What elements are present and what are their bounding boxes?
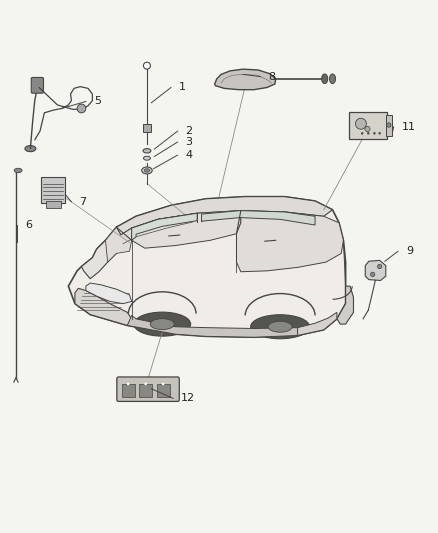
Polygon shape: [75, 288, 132, 326]
Ellipse shape: [321, 74, 328, 84]
Polygon shape: [297, 312, 337, 335]
Ellipse shape: [134, 312, 191, 336]
Ellipse shape: [145, 169, 150, 172]
Circle shape: [361, 132, 364, 135]
FancyBboxPatch shape: [41, 177, 65, 203]
Polygon shape: [117, 213, 197, 244]
Text: 8: 8: [268, 71, 276, 82]
Ellipse shape: [365, 126, 370, 132]
Polygon shape: [117, 197, 332, 235]
Ellipse shape: [143, 149, 151, 153]
Ellipse shape: [25, 146, 36, 152]
Polygon shape: [237, 211, 343, 272]
Polygon shape: [386, 115, 392, 135]
Text: 7: 7: [79, 197, 86, 207]
Polygon shape: [106, 227, 132, 262]
Ellipse shape: [14, 168, 22, 173]
Polygon shape: [132, 211, 241, 248]
Polygon shape: [201, 211, 315, 225]
Text: 5: 5: [94, 96, 101, 107]
FancyBboxPatch shape: [349, 111, 387, 139]
Circle shape: [373, 132, 376, 135]
Ellipse shape: [142, 167, 152, 174]
Circle shape: [145, 383, 147, 385]
Ellipse shape: [329, 74, 336, 84]
Polygon shape: [127, 316, 297, 337]
Circle shape: [378, 264, 382, 269]
Text: 4: 4: [185, 150, 193, 160]
FancyBboxPatch shape: [31, 77, 43, 93]
Circle shape: [77, 104, 86, 113]
Ellipse shape: [150, 319, 174, 329]
Circle shape: [144, 62, 150, 69]
Circle shape: [367, 132, 370, 135]
FancyBboxPatch shape: [139, 384, 152, 397]
Text: 12: 12: [181, 393, 195, 403]
Polygon shape: [86, 283, 132, 304]
Circle shape: [162, 383, 164, 385]
Ellipse shape: [144, 156, 150, 160]
Text: 11: 11: [402, 122, 416, 132]
Polygon shape: [215, 69, 276, 90]
FancyBboxPatch shape: [143, 124, 151, 132]
Polygon shape: [337, 286, 353, 324]
Ellipse shape: [268, 321, 292, 332]
Ellipse shape: [356, 118, 366, 129]
Text: 3: 3: [185, 137, 192, 147]
Polygon shape: [365, 261, 386, 280]
FancyBboxPatch shape: [156, 384, 170, 397]
Circle shape: [371, 272, 375, 277]
Text: 9: 9: [406, 246, 413, 256]
Text: 2: 2: [185, 126, 193, 136]
Polygon shape: [81, 240, 123, 279]
Circle shape: [387, 123, 391, 127]
FancyBboxPatch shape: [122, 384, 135, 397]
Circle shape: [127, 383, 130, 385]
Polygon shape: [68, 197, 346, 337]
Ellipse shape: [251, 315, 310, 339]
Polygon shape: [132, 213, 197, 240]
Circle shape: [378, 132, 381, 135]
Text: 1: 1: [179, 83, 186, 93]
FancyBboxPatch shape: [46, 200, 61, 208]
Text: 6: 6: [25, 220, 32, 230]
FancyBboxPatch shape: [117, 377, 179, 401]
